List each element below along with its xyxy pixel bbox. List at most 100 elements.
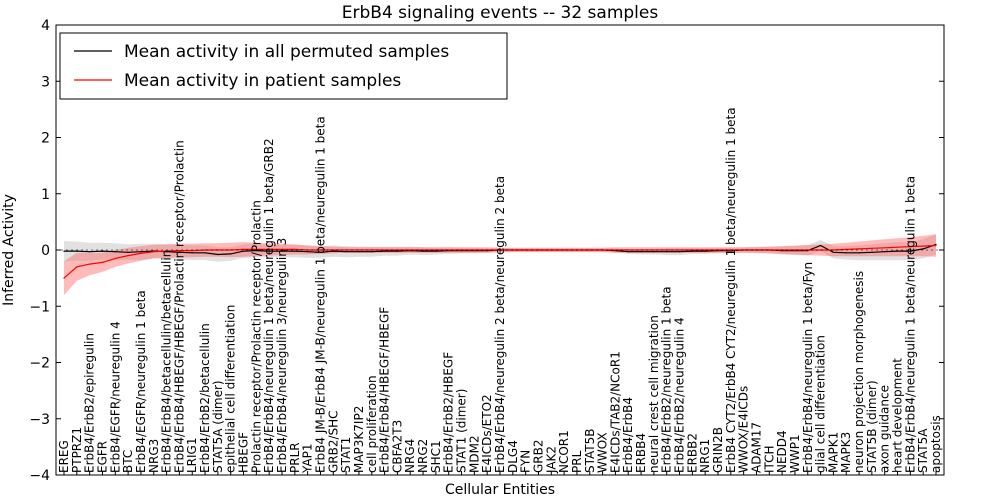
x-tick-label: NRG4 <box>403 439 417 473</box>
data-point-1-3 <box>101 261 104 263</box>
x-tick-label: E4ICDs/TAB2/NCoR1 <box>608 351 622 473</box>
data-point-0-64 <box>884 251 886 253</box>
data-point-0-60 <box>832 251 835 253</box>
data-point-0-17 <box>281 250 283 252</box>
data-point-1-27 <box>409 249 411 251</box>
x-tick-label: MAP3K7IP2 <box>352 406 366 473</box>
x-tick-label: E4ICDs/ETO2 <box>480 394 494 473</box>
x-tick-label: PTPRZ1 <box>70 427 84 473</box>
data-point-0-48 <box>678 251 681 253</box>
data-point-1-15 <box>255 248 257 250</box>
data-point-0-20 <box>319 251 322 253</box>
data-point-0-29 <box>435 250 437 252</box>
x-tick-label: ErbB4/ErbB4/HBEGF/HBEGF <box>378 307 392 473</box>
x-tick-label: epithelial cell differentiation <box>224 305 238 473</box>
data-point-1-61 <box>845 248 847 250</box>
data-point-0-18 <box>294 250 296 252</box>
x-tick-label: ErbB4/ErbB2/neuregulin 4 <box>673 317 687 473</box>
x-tick-label: ErbB4/ErbB2/HBEGF <box>442 352 456 473</box>
x-tick-label: STAT5A (dimer) <box>211 380 225 473</box>
data-point-1-32 <box>473 249 475 251</box>
x-tick-label: ErbB4 CYT2/ErbB4 CYT2/neuregulin 1 beta/… <box>724 107 738 473</box>
data-point-0-65 <box>896 250 899 252</box>
data-point-1-60 <box>832 249 835 251</box>
data-point-1-67 <box>922 245 924 247</box>
data-point-1-18 <box>294 248 296 250</box>
data-point-0-5 <box>127 251 129 253</box>
y-tick-label: 0 <box>41 243 50 259</box>
x-tick-label: MDM2 <box>467 435 481 473</box>
x-tick-label: PRLR <box>288 442 302 473</box>
x-tick-label: ErbB4/ErbB2/neuregulin 1 beta <box>660 286 674 473</box>
x-tick-label: axon guidance <box>878 385 892 473</box>
x-tick-label: NRG3 <box>147 439 161 473</box>
x-tick-label: ErbB4/ErbB4/neuregulin 1 beta/neuregulin… <box>262 138 276 473</box>
band-permuted <box>64 234 936 262</box>
x-tick-label: ErbB4/EGFR/neuregulin 1 beta <box>134 290 148 473</box>
chart-title: ErbB4 signaling events -- 32 samples <box>342 3 659 23</box>
data-point-1-9 <box>178 250 180 252</box>
data-point-0-9 <box>178 251 180 253</box>
x-tick-label: NCOR1 <box>557 430 571 473</box>
data-point-1-17 <box>281 248 283 250</box>
y-tick-label: 3 <box>41 74 50 90</box>
x-tick-label: GRB2 <box>532 439 546 473</box>
x-tick-label: ErbB4/ErbB4/neuregulin 2 beta/neuregulin… <box>493 176 507 473</box>
x-tick-label: PRL <box>570 450 584 473</box>
x-tick-label: neuron projection morphogenesis <box>852 271 866 473</box>
data-point-0-22 <box>345 251 347 253</box>
data-point-0-25 <box>384 250 386 252</box>
data-point-0-14 <box>242 250 245 252</box>
x-tick-label: heart development <box>891 358 905 473</box>
x-tick-label: GRB2/SHC <box>326 410 340 473</box>
data-point-1-2 <box>89 263 91 265</box>
data-point-0-0 <box>63 250 65 252</box>
x-tick-label: MAPK3 <box>839 432 853 473</box>
data-point-0-46 <box>653 251 655 253</box>
data-point-1-62 <box>858 248 860 250</box>
x-tick-label: ErbB4/ErbB4/betacellulin/betacellulin <box>160 250 174 473</box>
data-point-1-39 <box>563 249 565 251</box>
x-tick-label: CBFA2T3 <box>390 420 404 473</box>
data-point-0-2 <box>89 251 91 253</box>
y-tick-label: −2 <box>29 356 50 372</box>
legend-label-permuted: Mean activity in all permuted samples <box>124 42 449 62</box>
data-point-0-45 <box>640 251 642 253</box>
data-point-0-23 <box>358 251 360 253</box>
x-tick-label: BTC <box>121 450 135 473</box>
data-point-1-57 <box>794 249 796 251</box>
y-tick-label: 1 <box>41 187 50 203</box>
y-tick-label: −3 <box>29 412 50 428</box>
data-point-0-4 <box>114 251 116 253</box>
data-point-1-53 <box>743 249 745 251</box>
x-tick-label: DLG4 <box>506 440 520 473</box>
x-tick-label: ADAM17 <box>750 422 764 473</box>
data-point-1-66 <box>909 246 912 248</box>
x-tick-label: LRIG1 <box>185 438 199 474</box>
data-point-1-5 <box>127 255 129 257</box>
x-tick-label: STAT5B <box>583 429 597 474</box>
x-tick-label: ErbB4/ErbB2/betacellulin <box>198 323 212 473</box>
x-tick-label: STAT5A <box>916 428 930 473</box>
x-tick-label: ErbB4/ErbB4 <box>621 397 635 473</box>
data-point-1-59 <box>820 249 822 251</box>
data-point-1-0 <box>63 277 65 279</box>
x-tick-label: SHC1 <box>429 440 443 473</box>
data-point-1-63 <box>871 247 873 249</box>
data-point-1-11 <box>204 249 206 251</box>
x-tick-label: ErbB4/EGFR/neuregulin 4 <box>108 321 122 473</box>
x-tick-label: neural crest cell migration <box>647 315 661 473</box>
data-point-0-16 <box>268 250 270 252</box>
data-point-1-55 <box>768 249 770 251</box>
data-point-0-10 <box>191 252 193 254</box>
x-axis-label: Cellular Entities <box>445 482 555 498</box>
data-point-1-36 <box>525 249 527 251</box>
legend-box <box>59 32 508 100</box>
legend: Mean activity in all permuted samples Me… <box>59 32 508 100</box>
data-point-1-46 <box>653 249 655 251</box>
data-point-0-49 <box>691 250 694 252</box>
data-point-1-20 <box>319 249 322 251</box>
data-point-1-34 <box>499 249 501 251</box>
legend-label-patient: Mean activity in patient samples <box>124 71 401 91</box>
